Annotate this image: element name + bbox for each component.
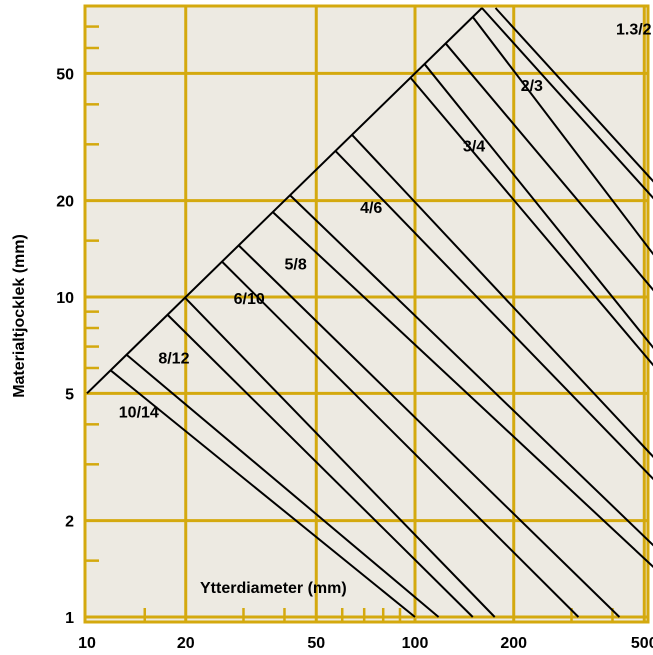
series-line <box>423 63 653 349</box>
grid <box>83 4 650 624</box>
y-tick-label: 10 <box>56 290 74 307</box>
tick-labels: 10 20 50 100 200 500 1 2 5 10 20 50 <box>56 66 653 652</box>
series-line <box>471 16 653 256</box>
x-tick-label: 10 <box>78 635 96 652</box>
series-label: 4/6 <box>360 200 382 217</box>
y-tick-label: 50 <box>56 66 74 83</box>
series-line <box>351 134 653 458</box>
x-tick-label: 20 <box>177 635 195 652</box>
x-tick-label: 100 <box>402 635 429 652</box>
series-label: 1.3/2 <box>616 22 652 39</box>
series-line <box>166 314 474 618</box>
x-tick-label: 50 <box>307 635 325 652</box>
series-label: 3/4 <box>463 138 485 155</box>
series-lines <box>86 7 653 618</box>
y-tick-label: 1 <box>65 610 74 627</box>
series-label: 5/8 <box>284 256 306 273</box>
series-line <box>221 260 580 618</box>
series-line <box>184 297 496 618</box>
y-tick-label: 2 <box>65 514 74 531</box>
envelope-line <box>86 7 483 395</box>
series-line <box>409 77 653 367</box>
x-axis-title: Ytterdiameter (mm) <box>200 580 347 597</box>
x-tick-label: 500 <box>631 635 653 652</box>
series-label: 8/12 <box>158 350 189 367</box>
series-label: 10/14 <box>119 405 159 422</box>
series-line <box>481 7 653 200</box>
series-line <box>289 194 653 547</box>
series-line <box>125 353 440 618</box>
y-axis-title: Materialtjocklek (mm) <box>11 234 28 398</box>
series-line <box>237 244 621 618</box>
y-tick-label: 20 <box>56 194 74 211</box>
series-line <box>109 369 416 618</box>
series-line <box>334 150 653 481</box>
series-label: 2/3 <box>521 78 543 95</box>
y-tick-label: 5 <box>65 386 74 403</box>
series-label: 6/10 <box>234 291 265 308</box>
x-tick-label: 200 <box>500 635 527 652</box>
series-line <box>494 7 653 183</box>
series-labels: 10/14 8/12 6/10 5/8 4/6 3/4 2/3 1.3/2 <box>119 22 652 422</box>
plot-frame <box>83 4 650 624</box>
series-line <box>444 42 653 292</box>
series-line <box>272 211 653 568</box>
